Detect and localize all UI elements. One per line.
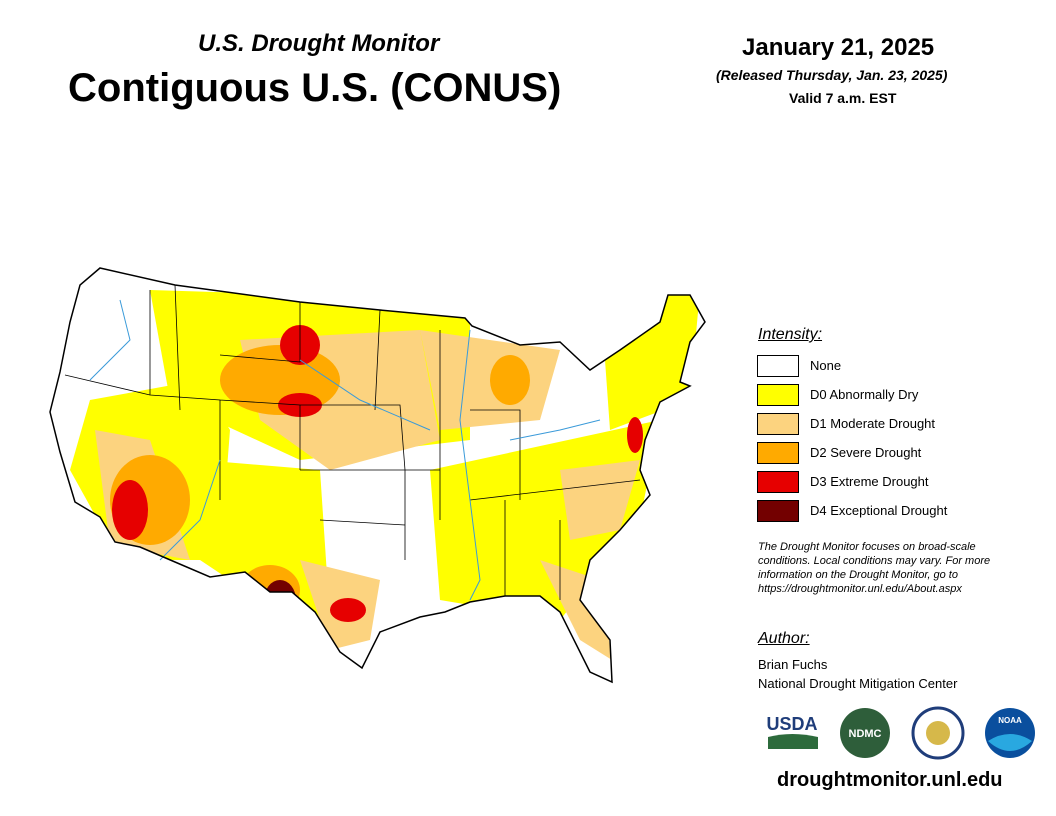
noaa-logo: NOAA	[998, 716, 1022, 725]
legend-swatch	[757, 355, 799, 377]
area-d0	[200, 460, 330, 620]
note-line: The Drought Monitor focuses on broad-sca…	[758, 541, 976, 553]
ndmc-logo: NDMC	[849, 728, 882, 740]
legend-title: Intensity:	[758, 326, 823, 343]
area-d3	[330, 598, 366, 622]
author-name: Brian Fuchs	[758, 657, 828, 672]
author-title: Author:	[758, 630, 810, 647]
legend-label: D2 Severe Drought	[810, 445, 922, 460]
logos: USDA NDMC NOAA	[766, 706, 1035, 760]
area-d4	[264, 580, 296, 620]
note-line: https://droughtmonitor.unl.edu/About.asp…	[758, 583, 962, 595]
legend-label: D3 Extreme Drought	[810, 474, 929, 489]
valid: Valid 7 a.m. EST	[789, 90, 897, 106]
area-d3	[627, 417, 643, 453]
legend-label: None	[810, 358, 842, 373]
state-lines	[64, 284, 641, 600]
legend-swatch	[757, 471, 799, 493]
subtitle: U.S. Drought Monitor	[198, 30, 440, 57]
author-org: National Drought Mitigation Center	[758, 676, 958, 691]
usda-swoosh	[768, 734, 818, 749]
ndmc-logo-circle	[840, 708, 890, 758]
us-outline	[49, 267, 706, 684]
legend-swatch	[757, 384, 799, 406]
legend-label: D0 Abnormally Dry	[810, 387, 919, 402]
map	[49, 267, 706, 684]
note: The Drought Monitor focuses on broad-sca…	[758, 540, 990, 596]
area-d3	[112, 480, 148, 540]
doc-seal	[926, 721, 950, 745]
note-line: information on the Drought Monitor, go t…	[758, 569, 958, 581]
rivers	[89, 299, 601, 601]
usda-logo: USDA	[766, 714, 817, 734]
drought-areas	[50, 268, 705, 682]
legend-swatch	[757, 413, 799, 435]
area-d2	[490, 355, 530, 405]
released: (Released Thursday, Jan. 23, 2025)	[716, 67, 948, 83]
legend-swatch	[757, 442, 799, 464]
legend-label: D4 Exceptional Drought	[810, 503, 948, 518]
legend-swatch	[757, 500, 799, 522]
website[interactable]: droughtmonitor.unl.edu	[777, 769, 1003, 791]
legend-label: D1 Moderate Drought	[810, 416, 936, 431]
note-line: conditions. Local conditions may vary. F…	[758, 555, 991, 567]
noaa-wave	[988, 734, 1032, 751]
area-d1	[560, 460, 640, 540]
title: Contiguous U.S. (CONUS)	[68, 66, 562, 110]
date: January 21, 2025	[742, 34, 935, 61]
